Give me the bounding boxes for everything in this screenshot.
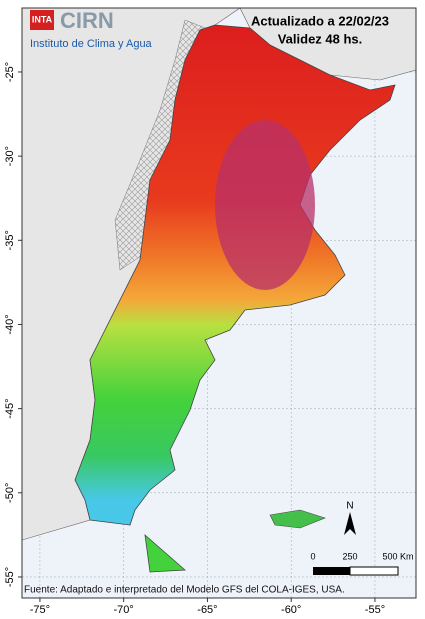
x-tick-label: -75° (30, 604, 50, 616)
north-label: N (346, 501, 353, 512)
argentina (74, 24, 396, 526)
y-tick-label: -40° (4, 314, 16, 334)
x-tick-label: -65° (197, 604, 217, 616)
y-tick-label: -45° (4, 398, 16, 418)
hot-core (215, 120, 315, 290)
logo-badge (30, 10, 54, 30)
north-arrow (344, 512, 356, 535)
logo-subtitle: Instituto de Clima y Agua (30, 38, 153, 50)
logo-badge-text: INTA (32, 14, 53, 24)
y-tick-label: -30° (4, 146, 16, 166)
x-tick-label: -60° (281, 604, 301, 616)
logo-name: CIRN (60, 8, 114, 33)
scale-label: 250 (342, 551, 357, 561)
y-tick-label: -35° (4, 230, 16, 250)
scale-bar (349, 566, 399, 576)
updated: Actualizado a 22/02/23 (251, 13, 389, 28)
x-tick-label: -55° (365, 604, 385, 616)
y-tick-label: -50° (4, 483, 16, 503)
frame (21, 7, 417, 599)
scale-label: 500 Km (382, 551, 413, 561)
validity: Validez 48 hs. (278, 31, 363, 46)
malvinas (269, 509, 326, 529)
y-tick-label: -25° (4, 62, 16, 82)
tierra-del-fuego (144, 533, 187, 573)
scale-label: 0 (310, 551, 315, 561)
source: Fuente: Adaptado e interpretado del Mode… (24, 585, 345, 596)
scale-bar (313, 567, 350, 575)
y-tick-label: -55° (4, 567, 16, 587)
x-tick-label: -70° (114, 604, 134, 616)
